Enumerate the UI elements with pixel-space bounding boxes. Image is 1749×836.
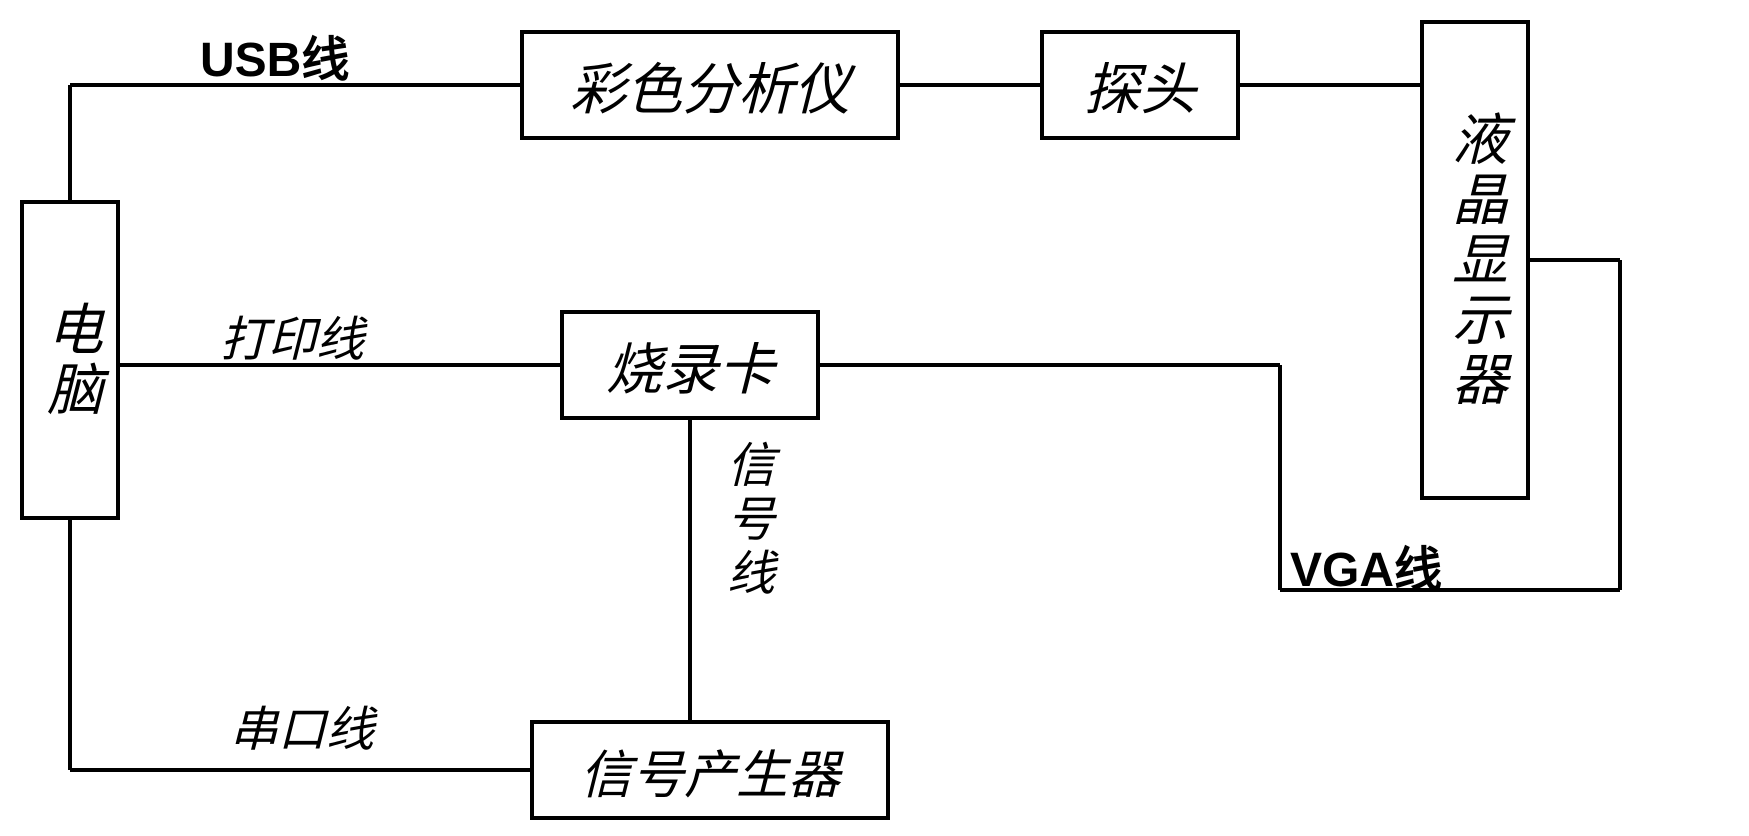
edge-label-vga-text: VGA线 (1290, 544, 1442, 597)
node-burner: 烧录卡 (560, 310, 820, 420)
edge-label-print-text: 打印线 (220, 314, 364, 367)
node-computer: 电脑 (20, 200, 120, 520)
node-siggen: 信号产生器 (530, 720, 890, 820)
node-analyzer-label: 彩色分析仪 (570, 45, 850, 126)
edge-label-serial: 串口线 (230, 690, 374, 760)
node-siggen-label: 信号产生器 (580, 733, 840, 808)
edge-label-signal-text: 信号线 (719, 440, 772, 602)
node-lcd: 液晶显示器 (1420, 20, 1530, 500)
edge-label-usb: USB线 (200, 20, 349, 90)
node-burner-label: 烧录卡 (606, 325, 774, 406)
edge-label-vga: VGA线 (1290, 530, 1442, 600)
diagram-canvas: 电脑 彩色分析仪 探头 烧录卡 信号产生器 液晶显示器 USB线 打印线 串口线… (0, 0, 1749, 836)
node-probe-label: 探头 (1084, 45, 1196, 126)
edge-label-print: 打印线 (220, 300, 364, 370)
edge-label-usb-text: USB线 (200, 34, 349, 87)
node-probe: 探头 (1040, 30, 1240, 140)
edge-label-signal: 信号线 (710, 440, 780, 602)
node-analyzer: 彩色分析仪 (520, 30, 900, 140)
node-lcd-label: 液晶显示器 (1435, 110, 1516, 410)
edge-label-serial-text: 串口线 (230, 704, 374, 757)
node-computer-label: 电脑 (30, 300, 111, 420)
